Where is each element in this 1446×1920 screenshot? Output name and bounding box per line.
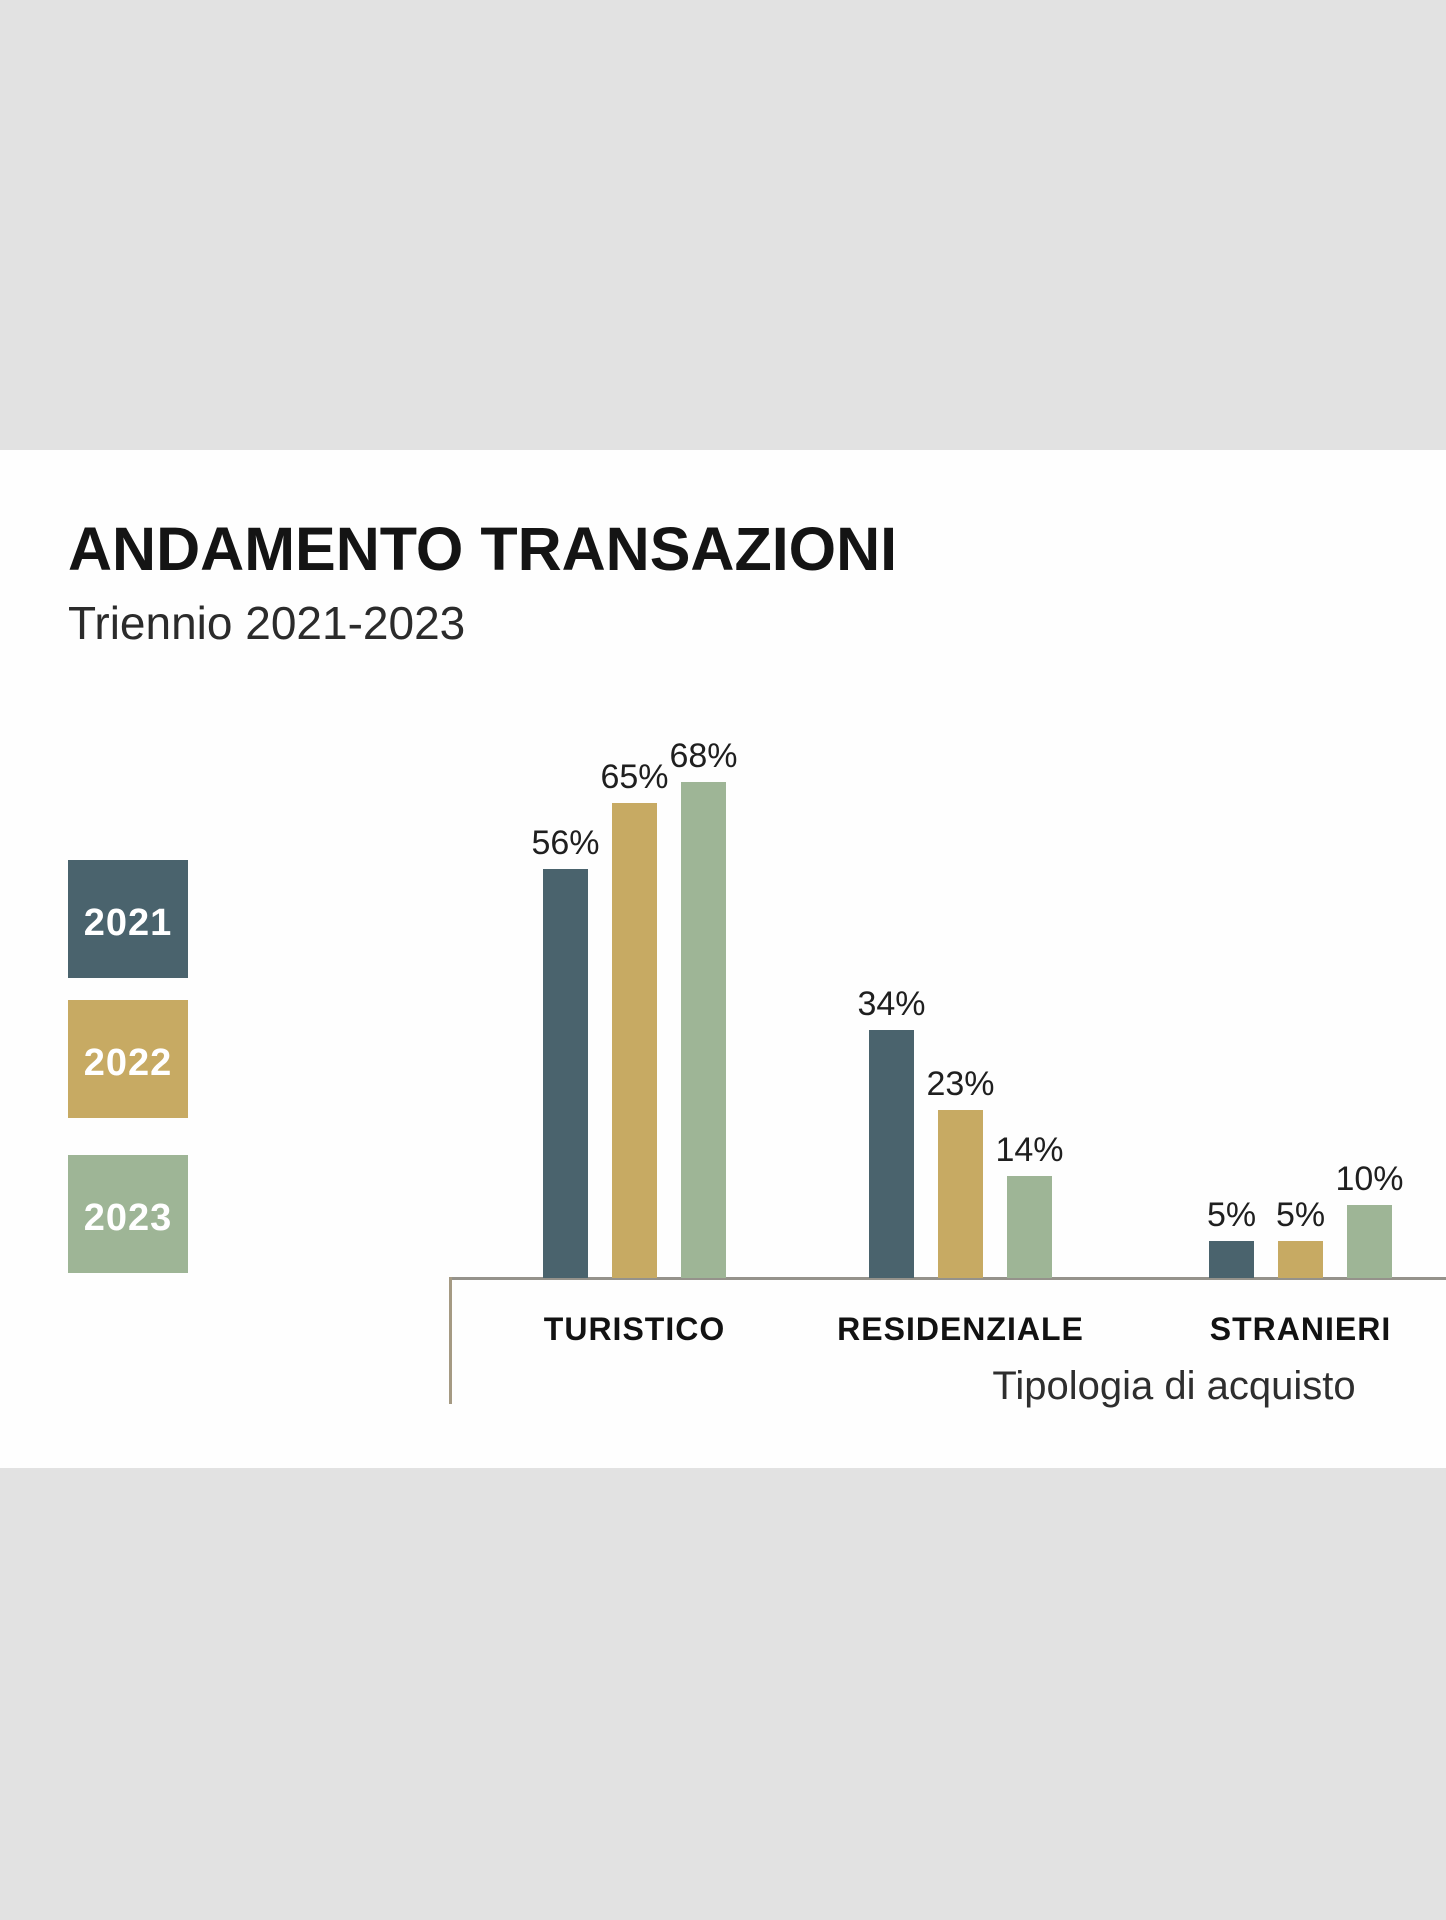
bar-2023-turistico xyxy=(681,782,726,1278)
bar-value-label-2021-stranieri: 5% xyxy=(1206,1196,1257,1234)
bar-column-2021-stranieri: 5% xyxy=(1206,1196,1257,1278)
bar-2022-residenziale xyxy=(938,1110,983,1278)
bar-column-2022-stranieri: 5% xyxy=(1275,1196,1326,1278)
bar-column-2023-residenziale: 14% xyxy=(995,1131,1064,1278)
bar-value-label-2021-residenziale: 34% xyxy=(857,985,926,1023)
bar-group-turistico: 56% 65% 68% xyxy=(531,737,738,1278)
bar-value-label-2023-turistico: 68% xyxy=(669,737,738,775)
page-subtitle: Triennio 2021-2023 xyxy=(68,597,466,649)
bar-2022-stranieri xyxy=(1278,1241,1323,1278)
legend-item-2023: 2023 xyxy=(68,1155,188,1273)
bar-column-2022-residenziale: 23% xyxy=(926,1065,995,1278)
bar-value-label-2023-residenziale: 14% xyxy=(995,1131,1064,1169)
bar-value-label-2022-stranieri: 5% xyxy=(1275,1196,1326,1234)
bar-2021-turistico xyxy=(543,869,588,1278)
bar-2021-stranieri xyxy=(1209,1241,1254,1278)
bottom-gray-band xyxy=(0,1468,1446,1920)
top-gray-band xyxy=(0,0,1446,450)
x-axis-line xyxy=(449,1277,1446,1280)
bar-2021-residenziale xyxy=(869,1030,914,1278)
bar-column-2021-turistico: 56% xyxy=(531,824,600,1278)
bar-column-2023-stranieri: 10% xyxy=(1335,1160,1404,1278)
y-axis-corner-line xyxy=(449,1277,452,1404)
category-label-turistico: TURISTICO xyxy=(543,1311,726,1347)
legend-item-2022: 2022 xyxy=(68,1000,188,1118)
bar-column-2023-turistico: 68% xyxy=(669,737,738,1278)
legend-label-2022: 2022 xyxy=(83,1041,173,1084)
bar-value-label-2022-residenziale: 23% xyxy=(926,1065,995,1103)
bar-value-label-2022-turistico: 65% xyxy=(600,758,669,796)
category-label-residenziale: RESIDENZIALE xyxy=(837,1311,1084,1347)
bar-2022-turistico xyxy=(612,803,657,1278)
bar-value-label-2021-turistico: 56% xyxy=(531,824,600,862)
bar-group-residenziale: 34% 23% 14% xyxy=(857,985,1064,1278)
bar-group-stranieri: 5% 5% 10% xyxy=(1206,1160,1404,1278)
bar-column-2022-turistico: 65% xyxy=(600,758,669,1278)
bar-column-2021-residenziale: 34% xyxy=(857,985,926,1278)
legend-label-2023: 2023 xyxy=(83,1196,173,1239)
bar-value-label-2023-stranieri: 10% xyxy=(1335,1160,1404,1198)
category-label-stranieri: STRANIERI xyxy=(1209,1311,1392,1347)
x-axis-title: Tipologia di acquisto xyxy=(992,1364,1356,1408)
legend-item-2021: 2021 xyxy=(68,860,188,978)
legend-label-2021: 2021 xyxy=(83,901,173,944)
bar-2023-residenziale xyxy=(1007,1176,1052,1278)
bar-2023-stranieri xyxy=(1347,1205,1392,1278)
page-title: ANDAMENTO TRANSAZIONI xyxy=(68,515,898,583)
